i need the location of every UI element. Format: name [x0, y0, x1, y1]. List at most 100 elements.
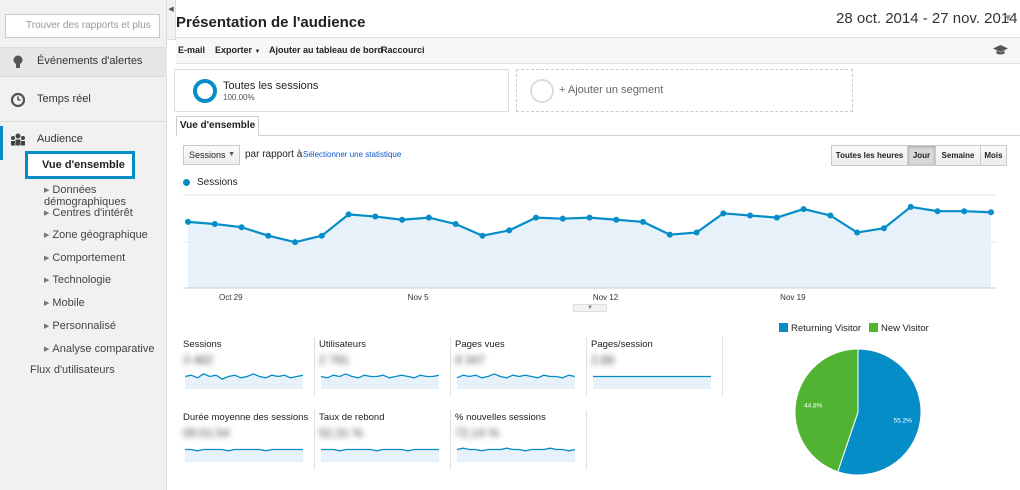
- sidebar-subitem-benchmark[interactable]: ▶ Analyse comparative: [44, 343, 155, 355]
- sparkline: [593, 375, 711, 389]
- legend-label: Sessions: [197, 177, 238, 188]
- pie-slice[interactable]: [794, 348, 859, 473]
- data-point[interactable]: [292, 239, 299, 246]
- sidebar-item-label: Analyse comparative: [52, 343, 155, 355]
- x-tick-label: Oct 29: [219, 293, 243, 302]
- data-point[interactable]: [827, 212, 834, 219]
- sidebar-subitem-technology[interactable]: ▶ Technologie: [44, 274, 111, 286]
- sidebar-item-label: Données démographiques: [44, 184, 126, 208]
- sidebar-item-realtime[interactable]: Temps réel: [0, 86, 167, 114]
- data-point[interactable]: [345, 211, 352, 218]
- sidebar-divider: [0, 76, 167, 77]
- sidebar-subitem-interests[interactable]: ▶ Centres d'intérêt: [44, 207, 133, 219]
- metric-tile[interactable]: Durée moyenne des sessions 00:01:54: [183, 410, 315, 470]
- data-point[interactable]: [265, 232, 272, 239]
- data-point[interactable]: [506, 227, 513, 234]
- chevron-down-icon[interactable]: ▼: [1003, 13, 1013, 24]
- sidebar-item-label: Mobile: [52, 297, 85, 309]
- data-point[interactable]: [559, 215, 566, 222]
- data-point[interactable]: [479, 232, 486, 239]
- clock-icon: [10, 92, 26, 108]
- data-point[interactable]: [640, 218, 647, 225]
- caret-down-icon: ▼: [254, 49, 261, 55]
- data-point[interactable]: [586, 214, 593, 221]
- sidebar-subitem-custom[interactable]: ▶ Personnalisé: [44, 320, 116, 332]
- chart-expand-handle[interactable]: ▼: [573, 304, 607, 312]
- email-button[interactable]: E-mail: [178, 45, 206, 55]
- metric-name: Pages vues: [455, 339, 505, 350]
- data-point[interactable]: [532, 214, 539, 221]
- metric-divider: [586, 410, 587, 470]
- metric-select[interactable]: Sessions ▼: [183, 145, 240, 165]
- x-tick-label: Nov 19: [780, 293, 806, 302]
- pie-slice[interactable]: [837, 348, 922, 476]
- lightbulb-icon: [13, 55, 23, 68]
- date-range-picker[interactable]: 28 oct. 2014 - 27 nov. 2014: [836, 10, 1018, 27]
- data-point[interactable]: [693, 229, 700, 236]
- visitor-type-pie-chart[interactable]: 55.2% 44.8%: [785, 345, 931, 479]
- sidebar-item-overview[interactable]: Vue d'ensemble: [25, 151, 135, 179]
- data-point[interactable]: [773, 214, 780, 221]
- sidebar-item-alerts[interactable]: Événements d'alertes: [0, 48, 167, 76]
- x-tick-label: Nov 12: [593, 293, 619, 302]
- triangle-right-icon: ▶: [44, 300, 50, 307]
- metric-tile[interactable]: % nouvelles sessions 72,14 %: [455, 410, 587, 470]
- data-point[interactable]: [800, 206, 807, 213]
- sparkline: [320, 373, 440, 389]
- segment-all-sessions[interactable]: Toutes les sessions 100.00%: [174, 69, 509, 112]
- data-point[interactable]: [185, 218, 191, 225]
- toolbar: E-mail Exporter ▼ Ajouter au tableau de …: [176, 38, 1020, 64]
- metric-tile[interactable]: Taux de rebond 52,31 %: [319, 410, 451, 470]
- sidebar-item-user-flow[interactable]: Flux d'utilisateurs: [30, 364, 115, 376]
- sidebar-subitem-geo[interactable]: ▶ Zone géographique: [44, 229, 148, 241]
- data-point[interactable]: [747, 212, 754, 219]
- legend-label-returning: Returning Visitor: [791, 323, 862, 334]
- sidebar-collapse-handle[interactable]: ◀: [167, 0, 176, 40]
- data-point[interactable]: [613, 216, 620, 223]
- data-point[interactable]: [720, 210, 727, 217]
- segment-percent: 100.00%: [223, 93, 255, 102]
- sidebar-subitem-behavior[interactable]: ▶ Comportement: [44, 252, 125, 264]
- sidebar-item-audience[interactable]: Audience: [0, 126, 167, 154]
- data-point[interactable]: [666, 231, 673, 238]
- metric-tile[interactable]: Pages vues 9 347: [455, 337, 587, 397]
- sidebar-item-label: Technologie: [52, 274, 112, 286]
- sidebar-subitem-demographics[interactable]: ▶ Données démographiques: [44, 184, 166, 208]
- data-point[interactable]: [211, 221, 218, 227]
- data-point[interactable]: [907, 203, 914, 210]
- x-tick-label: Nov 5: [408, 293, 429, 302]
- data-point[interactable]: [318, 232, 325, 239]
- data-point[interactable]: [880, 225, 887, 232]
- metric-name: Sessions: [183, 339, 222, 350]
- data-point[interactable]: [854, 229, 861, 236]
- sparkline-line: [320, 373, 440, 379]
- export-menu[interactable]: Exporter ▼: [215, 45, 260, 55]
- add-segment-label: + Ajouter un segment: [559, 84, 664, 96]
- search-input[interactable]: Trouver des rapports et plus: [5, 14, 160, 38]
- add-segment-button[interactable]: + Ajouter un segment: [516, 69, 853, 112]
- data-point[interactable]: [961, 208, 968, 215]
- metric-tile[interactable]: Pages/session 2,68: [591, 337, 723, 397]
- select-metric-link[interactable]: Sélectionner une statistique: [303, 150, 402, 159]
- data-point[interactable]: [934, 208, 941, 215]
- data-point[interactable]: [372, 213, 379, 220]
- sidebar-subitem-mobile[interactable]: ▶ Mobile: [44, 297, 85, 309]
- metric-tile[interactable]: Sessions 3 482: [183, 337, 315, 397]
- add-to-dashboard-button[interactable]: Ajouter au tableau de bord: [269, 45, 384, 55]
- granularity-week-button[interactable]: Semaine: [935, 145, 981, 166]
- data-point[interactable]: [238, 224, 245, 231]
- metric-tile[interactable]: Utilisateurs 2 791: [319, 337, 451, 397]
- graduation-cap-icon[interactable]: [993, 44, 1008, 56]
- granularity-month-button[interactable]: Mois: [980, 145, 1007, 166]
- sessions-line-chart[interactable]: Oct 29 Nov 5 Nov 12 Nov 19: [183, 190, 996, 310]
- granularity-hourly-button[interactable]: Toutes les heures: [831, 145, 908, 166]
- tab-overview[interactable]: Vue d'ensemble: [176, 116, 259, 136]
- shortcut-button[interactable]: Raccourci: [381, 45, 425, 55]
- metric-value: 2 791: [319, 353, 350, 367]
- data-point[interactable]: [452, 221, 459, 227]
- data-point[interactable]: [399, 216, 406, 223]
- granularity-day-button[interactable]: Jour: [907, 145, 936, 166]
- data-point[interactable]: [988, 209, 994, 216]
- data-point[interactable]: [425, 214, 432, 221]
- segment-ring-icon: [193, 79, 217, 103]
